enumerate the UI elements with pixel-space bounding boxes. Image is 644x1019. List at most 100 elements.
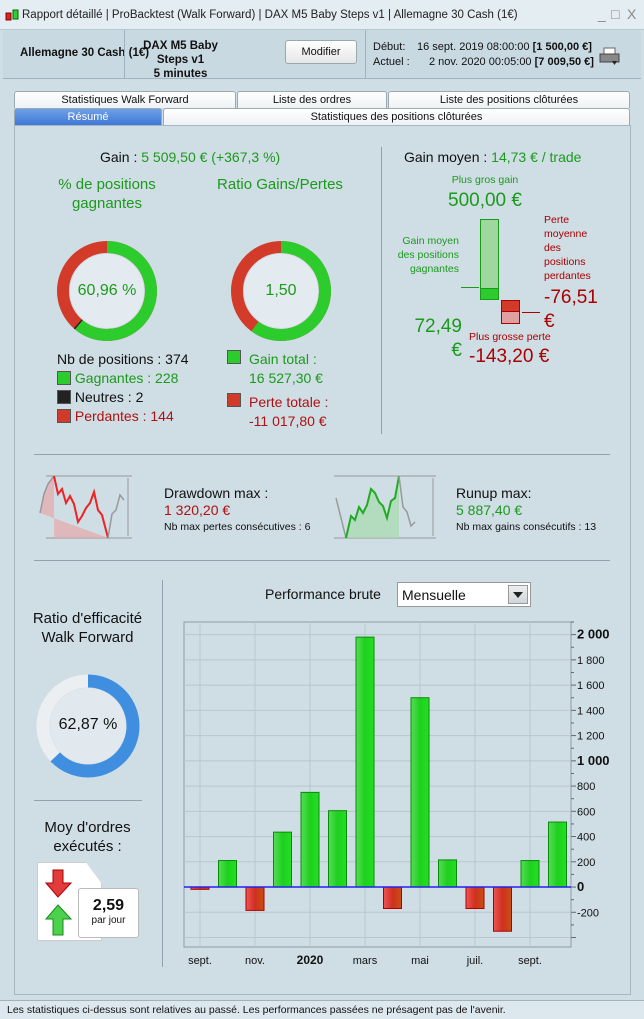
- title-bar: Rapport détaillé | ProBacktest (Walk For…: [0, 0, 644, 30]
- bar-negative: [493, 886, 512, 932]
- y-tick-label: 1 600: [577, 680, 605, 692]
- performance-chart: sept. nov. 2020 mars mai juil. sept. -200 0 200 40…: [183, 621, 610, 967]
- tab-orders-list[interactable]: Liste des ordres: [237, 91, 387, 108]
- ratio-value: 1,50: [265, 282, 297, 299]
- y-tick-label: 2 000: [577, 627, 610, 642]
- gain-value: 5 509,50 € (+367,3 %): [141, 149, 281, 165]
- runup-info: Runup max: 5 887,40 € Nb max gains consé…: [456, 485, 596, 536]
- bar-positive: [438, 859, 457, 888]
- bar-positive: [218, 860, 237, 888]
- performance-label: Performance brute: [265, 586, 381, 602]
- total-loss-label: Perte totale :: [249, 394, 329, 410]
- avg-win-bar: [480, 288, 499, 300]
- bar-positive: [300, 791, 320, 888]
- start-label: Début:: [373, 41, 406, 53]
- tab-closed-positions-list[interactable]: Liste des positions clôturées: [388, 91, 630, 108]
- avg-loss-bar: [501, 300, 520, 312]
- losers-count: Perdantes : 144: [74, 408, 174, 424]
- win-pct-value: 60,96 %: [77, 282, 137, 299]
- winners-swatch: [57, 371, 71, 385]
- sell-buy-arrows-icon: [45, 869, 73, 936]
- total-loss-swatch: [227, 393, 241, 407]
- drawdown-consecutive: Nb max pertes consécutives : 6: [164, 521, 311, 533]
- status-bar: Les statistiques ci-dessus sont relative…: [0, 1000, 644, 1019]
- start-date: 16 sept. 2019 08:00:00: [417, 41, 530, 53]
- biggest-loss-value: -143,20 €: [469, 346, 550, 367]
- avg-win-arrow-icon: [461, 287, 479, 288]
- y-tick-label: 1 000: [577, 753, 610, 768]
- current-date: 2 nov. 2020 00:05:00: [429, 56, 532, 68]
- print-icon[interactable]: [599, 47, 621, 67]
- ratio-title: Ratio Gains/Pertes: [217, 176, 343, 193]
- orders-per-day-box: 2,59 par jour: [78, 888, 139, 938]
- drawdown-label: Drawdown max :: [164, 485, 269, 501]
- gain-summary: Gain : 5 509,50 € (+367,3 %): [100, 149, 280, 165]
- header-panel: Allemagne 30 Cash (1€) DAX M5 Baby Steps…: [3, 30, 641, 80]
- bar-positive: [410, 697, 430, 888]
- walk-forward-value: 62,87 %: [58, 716, 118, 733]
- y-tick-label: 1 400: [577, 705, 605, 717]
- runup-label: Runup max:: [456, 485, 532, 501]
- chevron-down-icon[interactable]: [508, 585, 528, 604]
- divider: [34, 454, 610, 455]
- winners-count: Gagnantes : 228: [74, 370, 179, 386]
- x-tick-label: juil.: [466, 955, 484, 967]
- candlestick-icon: [5, 9, 19, 21]
- runup-value: 5 887,40 €: [456, 502, 523, 518]
- modify-button[interactable]: Modifier: [285, 40, 357, 64]
- orders-title: Moy d'ordres exécutés :: [44, 819, 131, 855]
- avg-win-label: Gain moyen des positions gagnantes: [397, 235, 459, 275]
- x-tick-label: sept.: [188, 955, 212, 967]
- avg-loss-arrow-icon: [522, 312, 540, 313]
- avg-gain-value: 14,73 € / trade: [491, 149, 582, 165]
- bar-negative: [245, 886, 265, 911]
- y-tick-label: 1 200: [577, 731, 605, 743]
- period-select[interactable]: Mensuelle: [397, 582, 531, 607]
- donut-center: [244, 254, 318, 328]
- x-tick-label: nov.: [245, 955, 265, 967]
- window-title: Rapport détaillé | ProBacktest (Walk For…: [22, 9, 518, 21]
- walk-forward-donut: [36, 674, 140, 778]
- x-tick-label: 2020: [297, 953, 324, 967]
- donut-center: [50, 688, 126, 764]
- current-label: Actuel :: [373, 56, 410, 68]
- runup-sparkline: [334, 475, 436, 539]
- avg-loss-label: Perte moyenne des positions perdantes: [544, 214, 591, 282]
- tab-summary[interactable]: Résumé: [14, 108, 162, 125]
- divider: [365, 30, 366, 78]
- neutrals-swatch: [57, 390, 71, 404]
- maximize-button[interactable]: □: [611, 6, 620, 22]
- divider: [381, 147, 382, 434]
- donut-center: [70, 254, 144, 328]
- biggest-loss-label: Plus grosse perte: [469, 331, 551, 343]
- bar-positive: [520, 860, 540, 888]
- divider: [34, 560, 610, 561]
- y-tick-label: 600: [577, 806, 595, 818]
- runup-consecutive: Nb max gains consécutifs : 13: [456, 521, 597, 533]
- tab-closed-positions-stats[interactable]: Statistiques des positions clôturées: [163, 108, 630, 125]
- avg-gain: Gain moyen : 14,73 € / trade: [404, 149, 581, 165]
- minimize-button[interactable]: _: [598, 6, 606, 22]
- donut-win-arc: [57, 241, 157, 341]
- positions-count: Nb de positions : 374: [57, 351, 189, 367]
- losers-swatch: [57, 409, 71, 423]
- win-pct-title: % de positions gagnantes: [58, 176, 156, 212]
- drawdown-value: 1 320,20 €: [164, 502, 231, 518]
- positions-legend: Nb de positions : 374 Gagnantes : 228 Ne…: [57, 350, 189, 426]
- ratio-donut: [231, 241, 331, 341]
- gain-label: Gain :: [100, 149, 138, 165]
- divider: [34, 800, 142, 801]
- close-button[interactable]: X: [627, 6, 637, 22]
- avg-win-value: 72,49 €: [414, 316, 462, 361]
- y-tick-label: 800: [577, 781, 595, 793]
- bar-negative: [465, 886, 485, 910]
- x-tick-label: mai: [411, 955, 429, 967]
- y-tick-label: 400: [577, 832, 595, 844]
- drawdown-info: Drawdown max : 1 320,20 € Nb max pertes …: [164, 485, 310, 536]
- start-value: [1 500,00 €]: [532, 41, 592, 53]
- neutrals-count: Neutres : 2: [74, 389, 144, 405]
- bar-positive: [548, 821, 567, 888]
- total-gain-label: Gain total :: [249, 351, 317, 367]
- orders-unit: par jour: [91, 915, 126, 926]
- tab-walk-forward-stats[interactable]: Statistiques Walk Forward: [14, 91, 236, 108]
